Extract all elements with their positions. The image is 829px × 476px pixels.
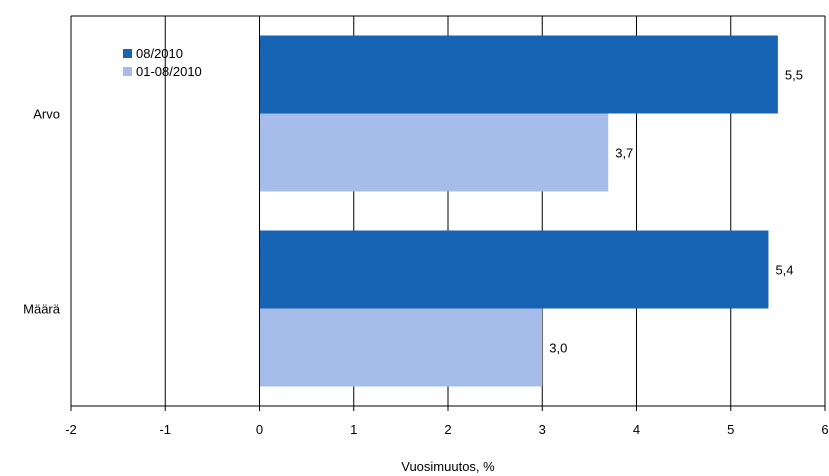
bar-m-r--series-0 (259, 230, 769, 309)
x-axis-title: Vuosimuutos, % (401, 459, 495, 474)
data-label: 3,0 (549, 341, 567, 356)
x-tick-label: -1 (159, 422, 171, 437)
legend-label-0: 08/2010 (136, 46, 183, 61)
x-tick-label: 2 (444, 422, 451, 437)
y-tick-label: Määrä (23, 302, 61, 317)
y-tick-label: Arvo (33, 107, 60, 122)
x-tick-label: -2 (65, 422, 77, 437)
x-tick-label: 4 (633, 422, 640, 437)
x-tick-label: 6 (821, 422, 828, 437)
legend: 08/2010 01-08/2010 (123, 46, 202, 79)
legend-swatch-0 (123, 49, 132, 58)
bars (259, 35, 778, 387)
data-label: 3,7 (615, 146, 633, 161)
x-tick-label: 1 (350, 422, 357, 437)
legend-label-1: 01-08/2010 (136, 64, 202, 79)
x-tick-label: 0 (256, 422, 263, 437)
bar-arvo-series-0 (259, 35, 778, 114)
legend-swatch-1 (123, 67, 132, 76)
x-tick-label: 5 (727, 422, 734, 437)
x-tick-label: 3 (539, 422, 546, 437)
bar-m-r--series-1 (259, 308, 543, 387)
data-label: 5,4 (775, 263, 793, 278)
axes: Arvo Määrä -2 -1 0 1 2 3 4 5 6 (23, 15, 829, 437)
bar-arvo-series-1 (259, 113, 609, 192)
data-label: 5,5 (785, 68, 803, 83)
data-labels: 5,5 3,7 5,4 3,0 (549, 68, 803, 356)
